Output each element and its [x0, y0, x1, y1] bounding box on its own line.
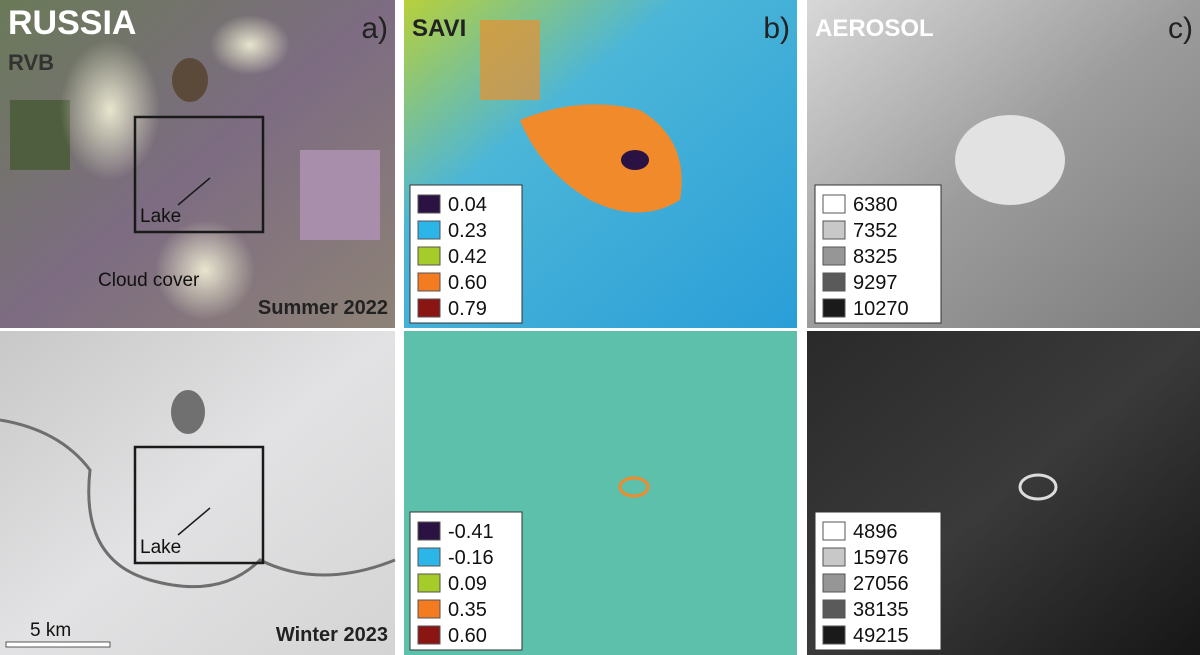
legend-swatch	[822, 272, 846, 292]
legend-swatch	[822, 573, 846, 593]
legend-label: 0.23	[448, 220, 487, 242]
legend-swatch	[822, 625, 846, 645]
legend-swatch	[417, 272, 441, 292]
legend-swatch	[822, 599, 846, 619]
legend-label: 4896	[853, 521, 898, 543]
legend-swatch	[822, 220, 846, 240]
aoi-box	[133, 115, 265, 234]
patch	[520, 104, 682, 213]
legend-label: 9297	[853, 272, 898, 294]
legend-label: 27056	[853, 573, 909, 595]
caption: Summer 2022	[258, 297, 388, 319]
field	[10, 100, 70, 170]
legend-label: 10270	[853, 298, 909, 320]
pointer	[177, 507, 211, 536]
bright-area	[955, 115, 1065, 205]
legend-label: 0.42	[448, 246, 487, 268]
legend-swatch	[417, 547, 441, 567]
legend-swatch	[417, 599, 441, 619]
legend-swatch	[822, 194, 846, 214]
lake-rim	[618, 476, 650, 498]
panel-label: RVB	[8, 50, 54, 75]
legend-label: 0.60	[448, 272, 487, 294]
river	[0, 418, 396, 589]
panel-letter: b)	[763, 12, 790, 45]
hill	[172, 58, 208, 102]
pointer	[177, 177, 211, 206]
legend-swatch	[822, 246, 846, 266]
field	[300, 150, 380, 240]
legend-label: 7352	[853, 220, 898, 242]
legend-swatch	[417, 194, 441, 214]
annotation: Lake	[140, 537, 181, 558]
scale-label: 5 km	[30, 620, 71, 641]
panel-letter: a)	[361, 12, 388, 45]
legend-label: 38135	[853, 599, 909, 621]
annotation: Lake	[140, 206, 181, 227]
legend-label: 15976	[853, 547, 909, 569]
legend-label: 0.79	[448, 298, 487, 320]
legend-label: 49215	[853, 625, 909, 647]
legend-swatch	[822, 298, 846, 318]
legend-label: 0.04	[448, 194, 487, 216]
annotation: Cloud cover	[98, 270, 200, 291]
legend-label: -0.16	[448, 547, 494, 569]
legend-swatch	[417, 246, 441, 266]
lake-rim	[1018, 473, 1058, 501]
legend-swatch	[417, 521, 441, 541]
panel-label: SAVI	[412, 15, 466, 42]
aoi-box	[133, 445, 265, 565]
patch	[480, 20, 540, 100]
cloud	[210, 15, 290, 75]
panel-letter: c)	[1168, 12, 1193, 45]
legend-swatch	[417, 573, 441, 593]
legend-label: 6380	[853, 194, 898, 216]
cloud	[60, 40, 160, 180]
region-title: RUSSIA	[8, 4, 136, 42]
legend-label: 8325	[853, 246, 898, 268]
legend-swatch	[417, 220, 441, 240]
legend-label: 0.35	[448, 599, 487, 621]
legend-label: 0.09	[448, 573, 487, 595]
legend-label: 0.60	[448, 625, 487, 647]
hill	[171, 390, 205, 434]
legend-swatch	[417, 298, 441, 318]
legend-swatch	[417, 625, 441, 645]
panel-label: AEROSOL	[815, 15, 934, 42]
scale-bar	[5, 641, 111, 648]
legend-swatch	[822, 521, 846, 541]
lake	[621, 150, 649, 170]
caption: Winter 2023	[276, 624, 388, 646]
legend-label: -0.41	[448, 521, 494, 543]
legend-swatch	[822, 547, 846, 567]
winter-image	[0, 331, 395, 655]
panel-a: RUSSIA RVB a) Summer 2022 Winter 2023 La…	[0, 0, 396, 655]
cloud	[155, 220, 255, 320]
